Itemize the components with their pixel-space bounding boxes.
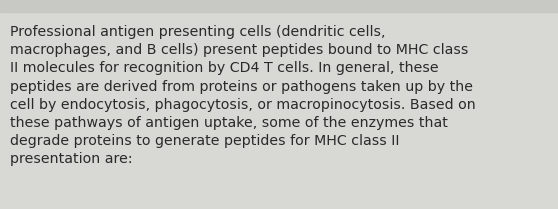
Text: Professional antigen presenting cells (dendritic cells,
macrophages, and B cells: Professional antigen presenting cells (d… — [10, 25, 476, 166]
Bar — [0, 0, 558, 12]
